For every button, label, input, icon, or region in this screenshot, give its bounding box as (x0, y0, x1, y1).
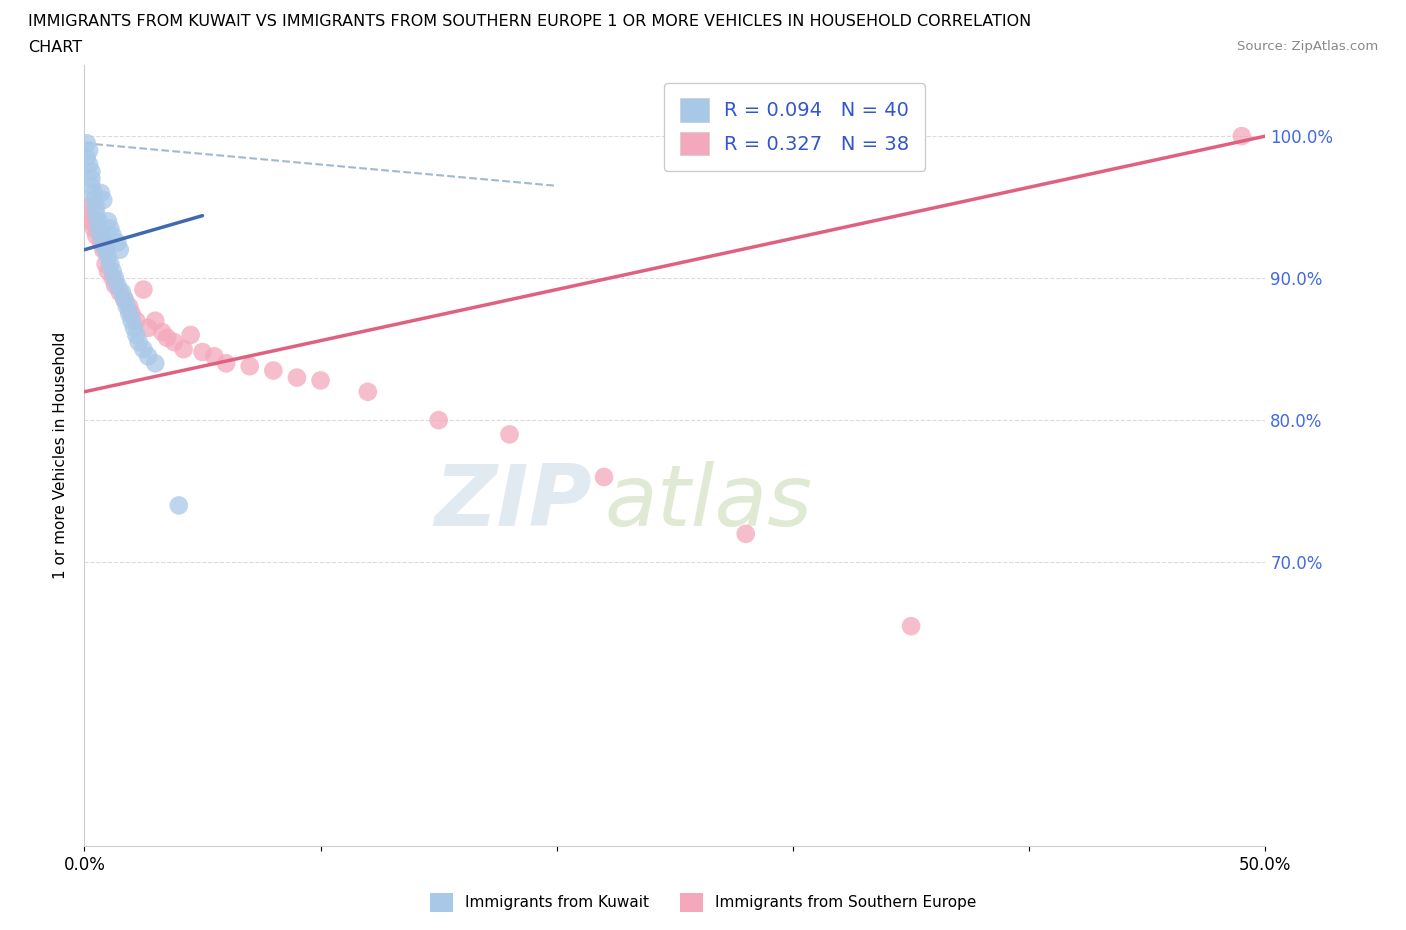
Point (97, 249, 120, 264)
Point (191, 345, 214, 360)
Point (167, 498, 190, 512)
Point (84, 206, 107, 221)
Y-axis label: 1 or more Vehicles in Household: 1 or more Vehicles in Household (53, 332, 69, 579)
Point (97, 263, 120, 278)
Point (125, 327, 148, 342)
Point (734, 526, 756, 541)
Point (118, 306, 141, 321)
Point (97, 214, 120, 229)
Text: atlas: atlas (605, 461, 813, 544)
Point (202, 349, 225, 364)
Point (121, 306, 143, 321)
Point (114, 292, 136, 307)
Point (76, 136, 98, 151)
Point (239, 359, 262, 374)
Point (94, 257, 117, 272)
Point (104, 271, 127, 286)
Point (285, 370, 308, 385)
Point (101, 228, 124, 243)
Point (262, 363, 284, 378)
Point (77, 206, 100, 221)
Point (115, 299, 138, 314)
Point (215, 356, 238, 371)
Point (900, 618, 922, 633)
Point (91, 193, 114, 207)
Point (77, 157, 100, 172)
Point (94, 243, 117, 258)
Text: IMMIGRANTS FROM KUWAIT VS IMMIGRANTS FROM SOUTHERN EUROPE 1 OR MORE VEHICLES IN : IMMIGRANTS FROM KUWAIT VS IMMIGRANTS FRO… (28, 14, 1032, 29)
Point (83, 193, 105, 207)
Text: Source: ZipAtlas.com: Source: ZipAtlas.com (1237, 40, 1378, 53)
Point (108, 243, 131, 258)
Point (104, 278, 127, 293)
Point (136, 321, 159, 336)
Point (143, 356, 166, 371)
Point (76, 200, 98, 215)
Point (1230, 128, 1253, 143)
Point (107, 278, 129, 293)
Legend: R = 0.094   N = 40, R = 0.327   N = 38: R = 0.094 N = 40, R = 0.327 N = 38 (664, 83, 925, 171)
Point (309, 373, 332, 388)
Point (80, 165, 103, 179)
Point (156, 330, 179, 345)
Point (83, 185, 105, 200)
Point (593, 470, 616, 485)
Point (163, 335, 186, 350)
Point (180, 327, 202, 342)
Point (91, 235, 114, 250)
Point (128, 335, 150, 350)
Point (125, 313, 148, 328)
Point (80, 179, 103, 193)
Point (427, 413, 450, 428)
Point (76, 150, 98, 165)
Point (101, 271, 124, 286)
Point (118, 299, 141, 314)
Point (121, 313, 143, 328)
Point (80, 214, 103, 229)
Point (87, 221, 110, 236)
Point (111, 285, 134, 299)
Point (98, 257, 121, 272)
Point (107, 235, 129, 250)
Point (84, 200, 107, 215)
Legend: Immigrants from Kuwait, Immigrants from Southern Europe: Immigrants from Kuwait, Immigrants from … (423, 887, 983, 918)
Point (143, 313, 166, 328)
Point (132, 282, 155, 297)
Point (498, 427, 520, 442)
Point (357, 384, 380, 399)
Point (150, 325, 173, 339)
Point (83, 221, 105, 236)
Point (122, 321, 145, 336)
Point (98, 221, 121, 236)
Point (173, 341, 195, 356)
Point (90, 235, 112, 250)
Point (101, 263, 124, 278)
Point (90, 228, 112, 243)
Point (136, 349, 159, 364)
Text: CHART: CHART (28, 40, 82, 55)
Point (87, 214, 110, 229)
Point (84, 228, 107, 243)
Text: ZIP: ZIP (434, 461, 592, 544)
Point (132, 341, 155, 356)
Point (91, 243, 114, 258)
Point (90, 185, 112, 200)
Point (108, 285, 131, 299)
Point (114, 292, 136, 307)
Point (80, 171, 103, 186)
Point (77, 143, 100, 158)
